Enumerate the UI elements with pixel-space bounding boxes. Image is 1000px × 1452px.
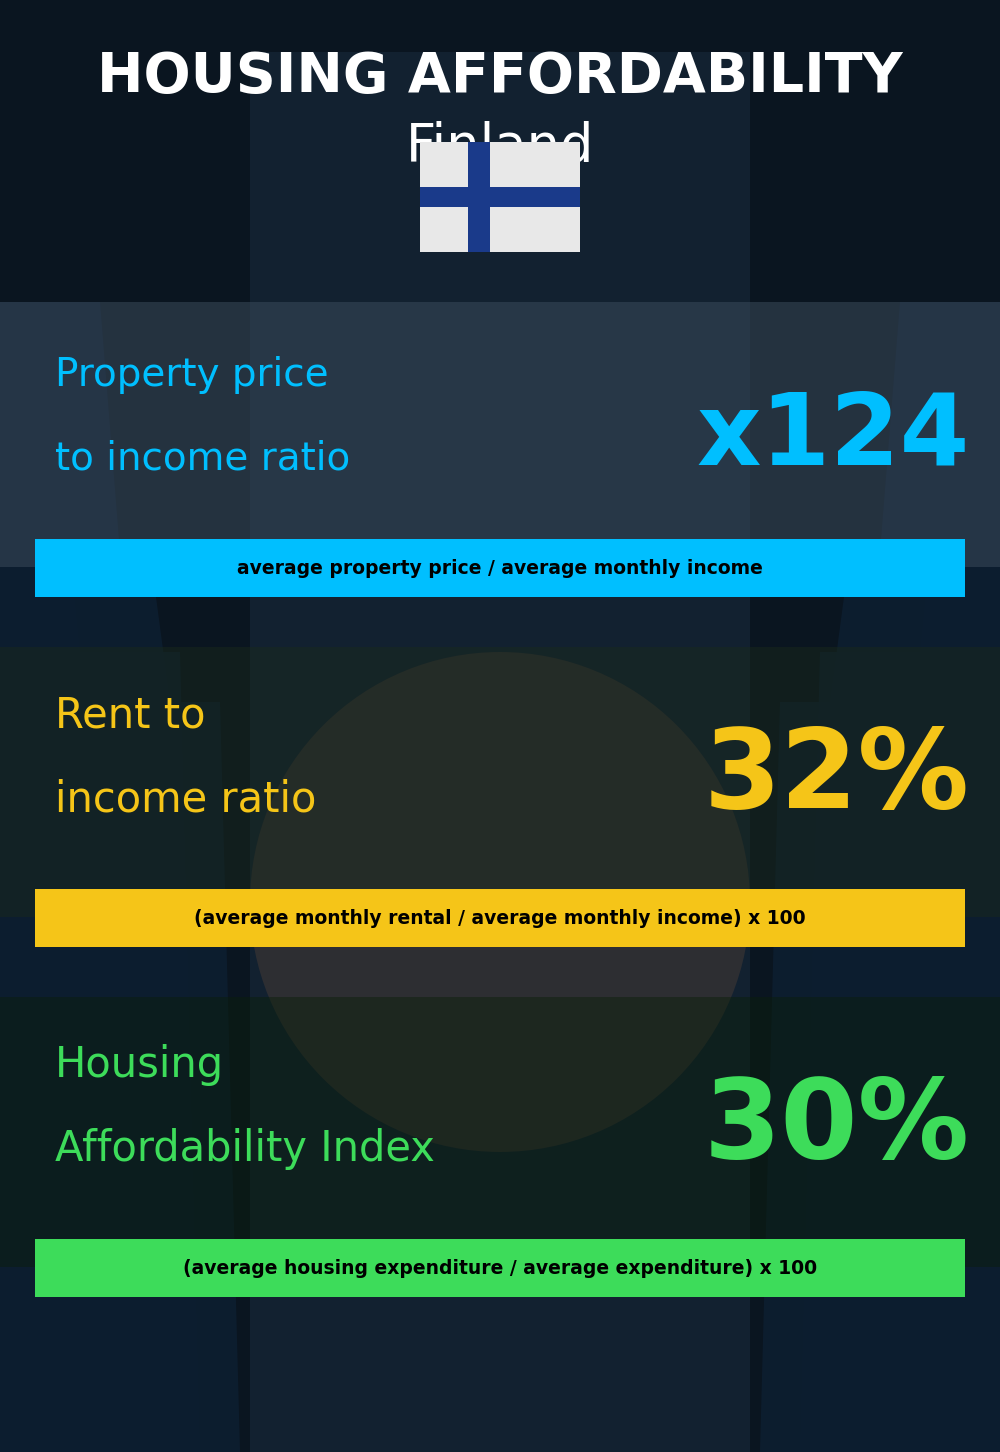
Bar: [35, 1239, 965, 1297]
Bar: [0, 648, 1000, 918]
Text: Housing: Housing: [55, 1044, 224, 1086]
Text: Affordability Index: Affordability Index: [55, 1128, 435, 1170]
Bar: [0, 302, 1000, 566]
Text: to income ratio: to income ratio: [55, 440, 350, 478]
Polygon shape: [800, 452, 1000, 1452]
Bar: [420, 142, 580, 253]
Text: 32%: 32%: [704, 723, 970, 831]
Text: (average monthly rental / average monthly income) x 100: (average monthly rental / average monthl…: [194, 909, 806, 928]
Polygon shape: [0, 452, 200, 1452]
Bar: [35, 539, 965, 597]
Text: Property price: Property price: [55, 356, 329, 393]
Bar: [35, 889, 965, 947]
Polygon shape: [760, 302, 1000, 1452]
Polygon shape: [0, 302, 240, 1452]
Text: 30%: 30%: [704, 1073, 970, 1180]
Bar: [468, 142, 490, 253]
Text: income ratio: income ratio: [55, 778, 316, 820]
Text: Rent to: Rent to: [55, 694, 206, 736]
Bar: [0, 998, 1000, 1268]
Text: HOUSING AFFORDABILITY: HOUSING AFFORDABILITY: [97, 49, 903, 105]
Polygon shape: [250, 52, 750, 1452]
Text: Finland: Finland: [406, 121, 594, 173]
Text: (average housing expenditure / average expenditure) x 100: (average housing expenditure / average e…: [183, 1259, 817, 1278]
Text: x124: x124: [697, 389, 970, 485]
Circle shape: [250, 652, 750, 1151]
Bar: [420, 187, 580, 208]
Text: average property price / average monthly income: average property price / average monthly…: [237, 559, 763, 578]
